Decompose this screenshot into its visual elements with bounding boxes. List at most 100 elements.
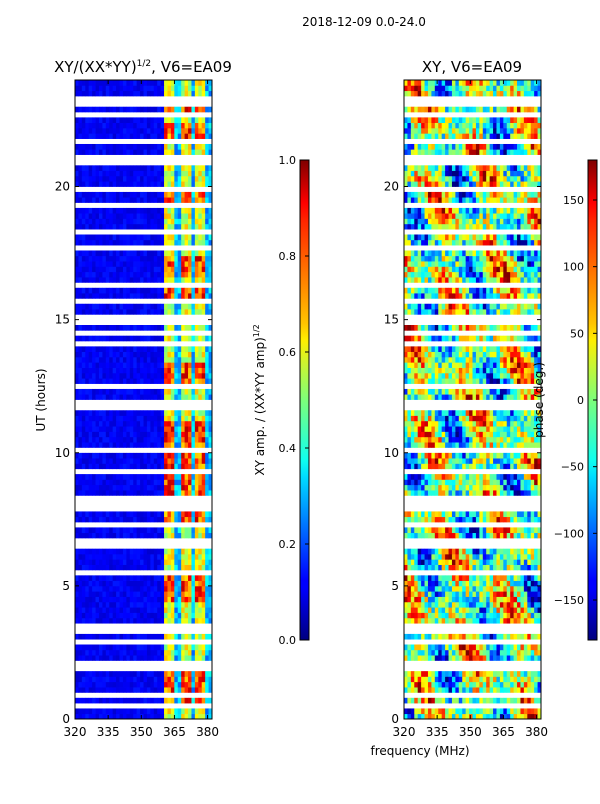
heatmap-cell (150, 655, 154, 661)
heatmap-cell (113, 224, 117, 230)
heatmap-cell (78, 197, 82, 203)
heatmap-cell (102, 485, 106, 491)
heatmap-cell (188, 128, 192, 134)
heatmap-cell (126, 325, 130, 331)
heatmap-cell (407, 591, 411, 597)
heatmap-cell (188, 533, 192, 539)
heatmap-cell (89, 107, 93, 113)
heatmap-cell (106, 463, 110, 469)
heatmap-cell (479, 586, 483, 592)
heatmap-cell (191, 554, 195, 560)
heatmap-cell (102, 463, 106, 469)
heatmap-cell (99, 394, 103, 400)
heatmap-cell (438, 485, 442, 491)
heatmap-cell (181, 149, 185, 155)
heatmap-cell (89, 357, 93, 363)
heatmap-cell (123, 698, 127, 704)
heatmap-cell (507, 708, 511, 714)
heatmap-cell (198, 485, 202, 491)
heatmap-cell (133, 197, 137, 203)
heatmap-cell (99, 426, 103, 432)
heatmap-cell (99, 549, 103, 555)
heatmap-cell (102, 490, 106, 496)
heatmap-cell (514, 591, 518, 597)
heatmap-cell (85, 453, 89, 459)
heatmap-cell (99, 527, 103, 533)
heatmap-cell (490, 490, 494, 496)
heatmap-cell (85, 597, 89, 603)
heatmap-cell (517, 575, 521, 581)
heatmap-cell (435, 613, 439, 619)
heatmap-cell (404, 565, 408, 571)
heatmap-cell (181, 128, 185, 134)
heatmap-cell (476, 554, 480, 560)
heatmap-cell (120, 463, 124, 469)
heatmap-cell (507, 479, 511, 485)
heatmap-cell (161, 107, 165, 113)
heatmap-cell (191, 250, 195, 256)
heatmap-cell (150, 549, 154, 555)
heatmap-cell (133, 357, 137, 363)
heatmap-cell (514, 708, 518, 714)
heatmap-cell (75, 687, 79, 693)
heatmap-cell (123, 650, 127, 656)
heatmap-cell (157, 362, 161, 368)
heatmap-cell (438, 586, 442, 592)
heatmap-cell (96, 463, 100, 469)
heatmap-cell (202, 634, 206, 640)
heatmap-cell (185, 176, 189, 182)
heatmap-cell (174, 218, 178, 224)
heatmap-cell (178, 613, 182, 619)
heatmap-cell (517, 698, 521, 704)
heatmap-cell (191, 650, 195, 656)
heatmap-cell (123, 389, 127, 395)
heatmap-cell (137, 415, 141, 421)
heatmap-cell (137, 554, 141, 560)
heatmap-cell (75, 293, 79, 299)
heatmap-cell (195, 123, 199, 129)
heatmap-cell (490, 586, 494, 592)
heatmap-cell (479, 602, 483, 608)
heatmap-cell (116, 149, 120, 155)
heatmap-cell (109, 192, 113, 198)
heatmap-cell (113, 256, 117, 262)
heatmap-cell (82, 165, 86, 171)
heatmap-cell (78, 698, 82, 704)
heatmap-cell (140, 421, 144, 427)
heatmap-cell (75, 357, 79, 363)
heatmap-cell (503, 479, 507, 485)
heatmap-cell (157, 272, 161, 278)
heatmap-cell (517, 607, 521, 613)
heatmap-cell (109, 346, 113, 352)
heatmap-cell (527, 474, 531, 480)
heatmap-cell (150, 442, 154, 448)
heatmap-cell (96, 426, 100, 432)
heatmap-cell (167, 144, 171, 150)
heatmap-cell (418, 431, 422, 437)
heatmap-cell (137, 485, 141, 491)
heatmap-cell (531, 490, 535, 496)
heatmap-cell (198, 208, 202, 214)
heatmap-cell (99, 123, 103, 129)
heatmap-cell (144, 240, 148, 246)
heatmap-cell (147, 149, 151, 155)
heatmap-cell (174, 117, 178, 123)
figure-suptitle: 2018-12-09 0.0-24.0 (302, 15, 426, 29)
heatmap-cell (476, 442, 480, 448)
heatmap-cell (78, 533, 82, 539)
heatmap-cell (493, 474, 497, 480)
heatmap-cell (123, 357, 127, 363)
heatmap-cell (459, 698, 463, 704)
heatmap-cell (167, 602, 171, 608)
heatmap-cell (527, 687, 531, 693)
heatmap-cell (185, 644, 189, 650)
heatmap-cell (89, 591, 93, 597)
heatmap-cell (462, 458, 466, 464)
heatmap-cell (445, 602, 449, 608)
heatmap-cell (123, 181, 127, 187)
amplitude-heatmap (75, 80, 212, 719)
heatmap-cell (133, 586, 137, 592)
heatmap-cell (116, 575, 120, 581)
heatmap-cell (92, 586, 96, 592)
heatmap-cell (82, 671, 86, 677)
